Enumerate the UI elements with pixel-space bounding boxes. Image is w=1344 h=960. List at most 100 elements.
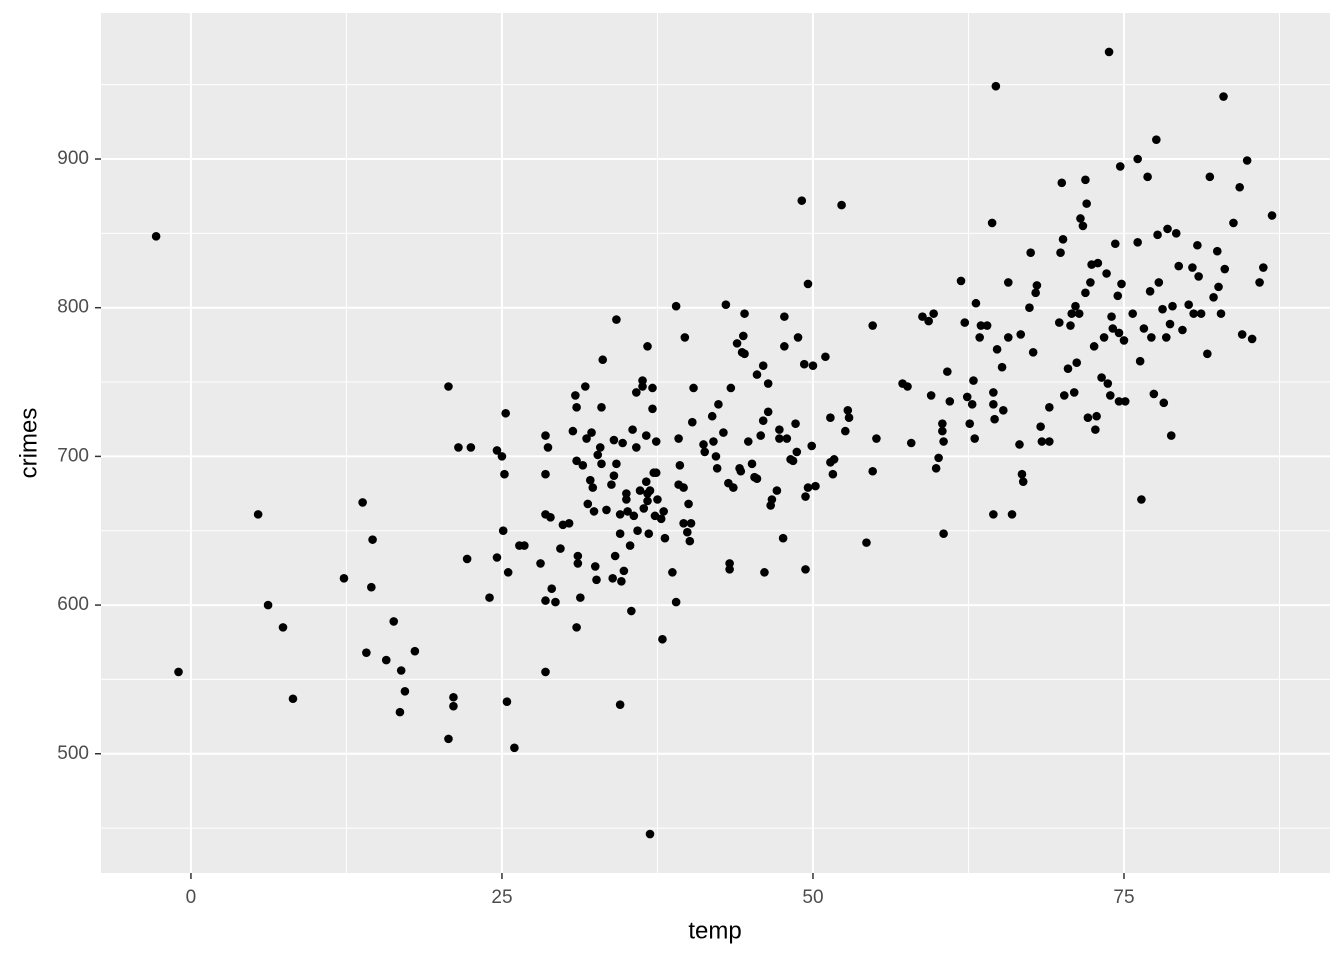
point (444, 382, 453, 391)
point (1018, 477, 1028, 486)
point (638, 376, 647, 385)
point (1120, 397, 1130, 406)
point (629, 511, 639, 521)
point (1015, 440, 1024, 449)
point (639, 504, 649, 513)
point (992, 345, 1002, 354)
point (844, 413, 854, 423)
y-tick-label: 700 (57, 445, 89, 466)
point (589, 507, 599, 516)
point (752, 474, 762, 483)
point (622, 495, 631, 504)
point (775, 425, 784, 434)
point (610, 551, 620, 561)
point (929, 309, 938, 318)
point (578, 461, 588, 470)
point (1163, 224, 1172, 234)
point (1209, 292, 1218, 302)
point (1133, 154, 1142, 164)
point (782, 434, 792, 443)
point (358, 498, 367, 507)
point (1171, 229, 1181, 238)
point (623, 507, 632, 516)
point (674, 434, 683, 443)
point (1093, 258, 1103, 268)
point (1106, 391, 1115, 400)
point (1194, 272, 1203, 281)
point (1069, 388, 1079, 397)
point (1017, 469, 1027, 479)
point (1086, 278, 1095, 287)
point (1036, 422, 1045, 431)
point (1031, 288, 1040, 298)
point (938, 419, 947, 428)
point (756, 431, 766, 440)
point (648, 383, 657, 393)
point (686, 518, 696, 528)
point (807, 441, 817, 451)
point (641, 477, 651, 486)
point (740, 349, 749, 359)
point (721, 300, 731, 310)
point (801, 565, 810, 574)
point (685, 536, 695, 546)
point (1107, 312, 1116, 321)
point (1007, 510, 1017, 519)
point (1242, 156, 1252, 165)
point (536, 559, 545, 568)
point (837, 200, 846, 210)
point (1229, 218, 1238, 228)
point (572, 456, 581, 466)
point (520, 541, 529, 550)
point (659, 507, 668, 516)
point (743, 437, 753, 446)
point (571, 391, 580, 400)
point (758, 361, 768, 370)
point (990, 414, 999, 424)
point (772, 486, 782, 495)
point (564, 518, 574, 528)
point (1099, 333, 1109, 342)
point (868, 321, 877, 330)
point (872, 434, 881, 443)
point (760, 568, 769, 577)
point (253, 510, 263, 519)
point (592, 575, 601, 585)
point (1104, 47, 1114, 57)
point (729, 483, 738, 492)
point (862, 538, 871, 547)
point (444, 734, 453, 744)
point (1153, 230, 1162, 240)
point (719, 428, 728, 437)
point (410, 646, 420, 656)
point (767, 495, 777, 504)
point (965, 419, 975, 428)
point (1196, 309, 1206, 318)
point (975, 333, 984, 342)
point (597, 403, 606, 412)
point (1032, 281, 1042, 290)
point (792, 447, 802, 457)
point (931, 463, 941, 473)
point (1074, 309, 1084, 318)
y-axis-title: crimes (15, 408, 42, 479)
point (1057, 178, 1067, 188)
point (926, 391, 936, 400)
point (699, 440, 708, 449)
point (1189, 309, 1198, 318)
point (1161, 333, 1171, 342)
point (788, 456, 798, 466)
point (593, 450, 603, 460)
point (263, 600, 273, 610)
point (945, 397, 955, 406)
point (778, 533, 788, 543)
point (960, 318, 970, 327)
x-tick-label: 50 (802, 887, 823, 908)
point (547, 584, 557, 594)
point (1059, 391, 1069, 400)
point (389, 617, 399, 626)
point (656, 514, 666, 524)
point (763, 407, 773, 417)
point (587, 428, 596, 437)
point (821, 352, 830, 362)
